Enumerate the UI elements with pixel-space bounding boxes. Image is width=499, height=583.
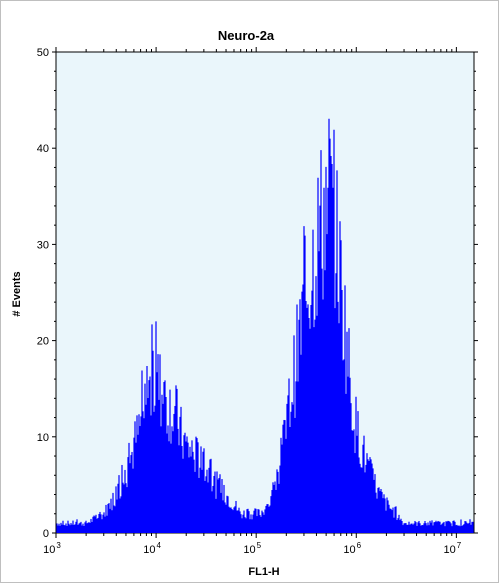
y-axis-label: # Events <box>11 271 23 316</box>
histogram-bars <box>56 118 474 533</box>
x-axis-label: FL1-H <box>248 566 279 578</box>
y-tick-label: 10 <box>37 432 49 444</box>
y-tick-label: 50 <box>37 47 49 59</box>
plot-area <box>55 51 475 534</box>
x-tick-label: 106 <box>343 541 361 556</box>
y-tick-label: 20 <box>37 336 49 348</box>
x-tick-label: 104 <box>143 541 161 556</box>
x-tick-label: 105 <box>243 541 261 556</box>
y-tick-label: 0 <box>43 528 49 540</box>
y-tick-label: 30 <box>37 239 49 251</box>
x-tick-label: 107 <box>444 541 462 556</box>
x-tick-label: 103 <box>43 541 61 556</box>
chart-title: Neuro-2a <box>218 28 275 43</box>
y-axis: 0 10 20 30 40 50 <box>37 47 478 540</box>
y-tick-label: 40 <box>37 143 49 155</box>
